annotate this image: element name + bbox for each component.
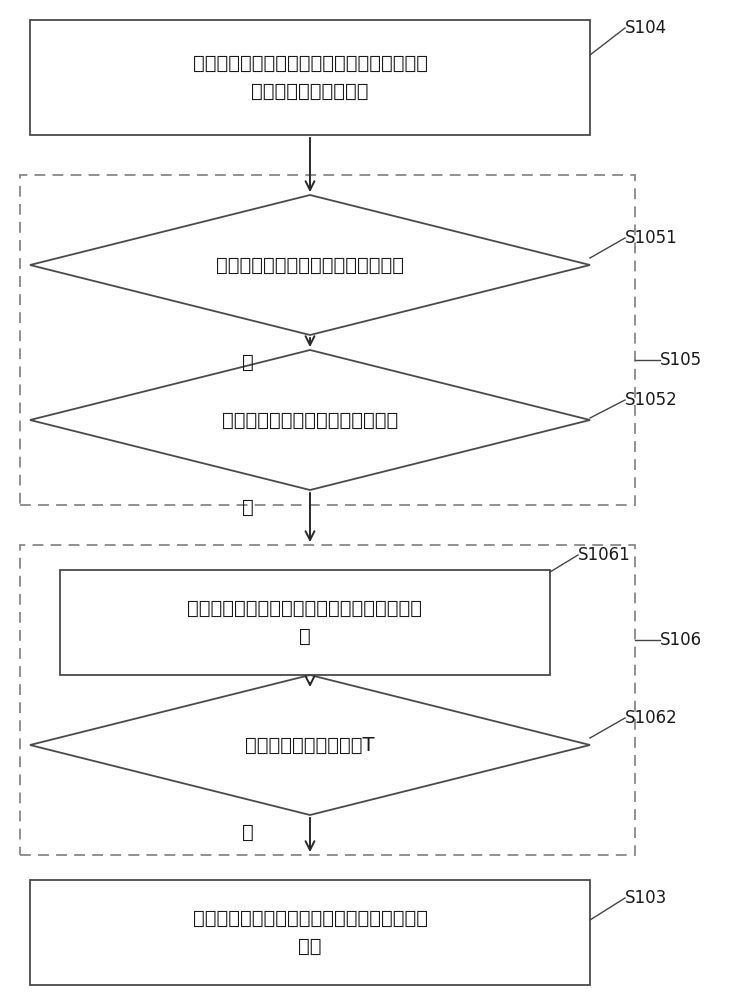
- Polygon shape: [30, 350, 590, 490]
- Bar: [20, 175, 635, 505]
- Text: 压缩机的频率达到预设频率下限值: 压缩机的频率达到预设频率下限值: [222, 410, 398, 429]
- Polygon shape: [30, 675, 590, 815]
- Bar: [30, 880, 590, 985]
- Text: 计时时长达到设定时长T: 计时时长达到设定时长T: [245, 736, 374, 754]
- Text: S1052: S1052: [625, 391, 678, 409]
- Polygon shape: [30, 195, 590, 335]
- Text: 获取空调设备的实测高压压力值和实测低压压
力值: 获取空调设备的实测高压压力值和实测低压压 力值: [192, 909, 427, 956]
- Text: 是: 是: [242, 822, 254, 841]
- Text: 实测高压压力值大于虚拟高压压力值: 实测高压压力值大于虚拟高压压力值: [216, 255, 404, 274]
- Text: S1062: S1062: [625, 709, 678, 727]
- Text: 否: 否: [242, 497, 254, 516]
- Text: S104: S104: [625, 19, 667, 37]
- Text: 将所述实测低压压力值带入所述线性方程，计
算得到虚拟高压压力值: 将所述实测低压压力值带入所述线性方程，计 算得到虚拟高压压力值: [192, 54, 427, 101]
- Text: 降低所述压缩机的频率降低设定值，并开始计
时: 降低所述压缩机的频率降低设定值，并开始计 时: [187, 599, 423, 646]
- Text: 是: 是: [242, 353, 254, 371]
- Text: S1061: S1061: [578, 546, 631, 564]
- Bar: [30, 20, 590, 135]
- Text: S1051: S1051: [625, 229, 678, 247]
- Text: S103: S103: [625, 889, 667, 907]
- Bar: [60, 570, 550, 675]
- Bar: [20, 545, 635, 855]
- Text: S106: S106: [660, 631, 702, 649]
- Text: S105: S105: [660, 351, 702, 369]
